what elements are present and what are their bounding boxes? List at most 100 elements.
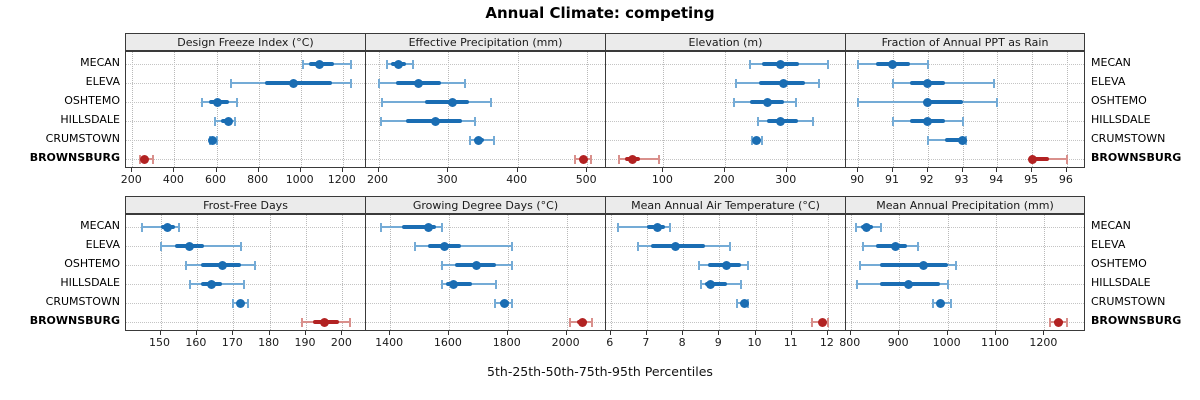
site-label-right: OSHTEMO	[1091, 94, 1147, 107]
grid-line-horizontal	[126, 64, 365, 65]
whisker-cap	[511, 260, 514, 270]
percentile-whisker	[617, 226, 671, 228]
axis-tick-label: 160	[185, 336, 207, 349]
grid-line-horizontal	[366, 83, 605, 84]
axis-tick-label: 6	[606, 336, 614, 349]
whisker-cap	[916, 241, 919, 251]
whisker-cap	[932, 298, 935, 308]
whisker-cap	[857, 97, 860, 107]
grid-line-vertical	[448, 215, 450, 330]
median-dot	[888, 59, 898, 69]
grid-line-horizontal	[846, 303, 1084, 304]
grid-line-vertical	[174, 52, 176, 167]
median-dot	[579, 154, 589, 164]
percentile-whisker	[415, 245, 513, 247]
median-dot	[473, 135, 483, 145]
whisker-cap	[1065, 154, 1068, 164]
axis-tick-label: 300	[775, 173, 797, 186]
grid-line-vertical	[927, 52, 929, 167]
percentile-caption: 5th-25th-50th-75th-95th Percentiles	[487, 364, 713, 379]
whisker-cap	[729, 241, 732, 251]
median-dot	[861, 222, 871, 232]
grid-line-horizontal	[846, 227, 1084, 228]
site-label-left: CRUMSTOWN	[45, 295, 120, 308]
grid-line-vertical	[947, 215, 949, 330]
median-dot	[776, 116, 786, 126]
plot-area	[605, 214, 845, 331]
grid-line-horizontal	[846, 64, 1084, 65]
median-dot	[923, 78, 933, 88]
grid-line-horizontal	[846, 265, 1084, 266]
grid-line-vertical	[899, 215, 901, 330]
whisker-cap	[493, 298, 496, 308]
panel-mean-annual-air-temperature-c: Mean Annual Air Temperature (°C) 6 7 8 9 10 11…	[605, 196, 845, 356]
iqr-segment	[945, 138, 963, 142]
site-label-right: BROWNSBURG	[1091, 151, 1182, 164]
grid-line-vertical	[233, 215, 235, 330]
axis-tick	[131, 168, 133, 172]
whisker-cap	[658, 154, 661, 164]
axis-tick	[898, 331, 900, 335]
grid-line-vertical	[610, 215, 612, 330]
grid-line-vertical	[517, 52, 519, 167]
whisker-cap	[1066, 317, 1069, 327]
grid-line-vertical	[646, 215, 648, 330]
median-dot	[423, 222, 433, 232]
site-label-left: MECAN	[80, 219, 120, 232]
axis-tick-label: 90	[850, 173, 865, 186]
grid-line-vertical	[132, 52, 134, 167]
grid-line-vertical	[160, 215, 162, 330]
median-dot	[762, 97, 772, 107]
axis-tick-label: 200	[330, 336, 352, 349]
whisker-cap	[159, 241, 162, 251]
grid-line-horizontal	[126, 121, 365, 122]
grid-line-horizontal	[606, 159, 845, 160]
axis-tick	[516, 168, 518, 172]
axis-tick-label: 2000	[551, 336, 580, 349]
panel-elevation-m: Elevation (m) 100 200 300	[605, 33, 845, 193]
whisker-cap	[879, 222, 882, 232]
axis-tick	[995, 331, 996, 335]
axis-tick	[926, 168, 928, 172]
axis-tick	[173, 168, 175, 172]
median-dot	[217, 260, 227, 270]
whisker-cap	[926, 135, 929, 145]
site-label-right: HILLSDALE	[1091, 276, 1151, 289]
whisker-cap	[440, 260, 443, 270]
iqr-segment	[446, 282, 473, 286]
axis-tick-label: 1600	[433, 336, 462, 349]
axis-tick-label: 91	[885, 173, 899, 186]
axis-tick	[1065, 168, 1067, 172]
grid-line-horizontal	[126, 102, 365, 103]
whisker-cap	[468, 135, 471, 145]
whisker-cap	[827, 59, 830, 69]
grid-line-vertical	[858, 52, 860, 167]
grid-line-vertical	[962, 52, 964, 167]
whisker-cap	[232, 298, 235, 308]
axis-tick-label: 600	[205, 173, 226, 186]
grid-line-horizontal	[846, 121, 1084, 122]
axis-tick	[718, 331, 720, 335]
axis-tick	[790, 331, 792, 335]
plot-area	[125, 51, 365, 168]
plot-area	[605, 51, 845, 168]
median-dot	[223, 116, 233, 126]
axis-tick	[305, 331, 306, 335]
axis-tick-label: 8	[678, 336, 686, 349]
axis-tick	[849, 331, 851, 335]
grid-line-vertical	[827, 215, 829, 330]
grid-line-horizontal	[606, 303, 845, 304]
axis-tick-label: 93	[954, 173, 969, 186]
grid-line-horizontal	[126, 159, 365, 160]
grid-line-vertical	[507, 215, 509, 330]
median-dot	[653, 222, 663, 232]
panel-design-freeze-index-c: Design Freeze Index (°C) 200 400 600 800 1000…	[121, 33, 365, 193]
whisker-cap	[380, 116, 383, 126]
panel-fraction-of-annual-ppt-as-rain: Fraction of Annual PPT as Rain 90 91 92 93 94…	[845, 33, 1085, 193]
axis-tick	[195, 331, 197, 335]
axis-tick-label: 10	[747, 336, 762, 349]
whisker-cap	[795, 97, 798, 107]
axis-tick-label: 180	[258, 336, 280, 349]
whisker-cap	[736, 298, 739, 308]
axis-tick-label: 7	[642, 336, 650, 349]
